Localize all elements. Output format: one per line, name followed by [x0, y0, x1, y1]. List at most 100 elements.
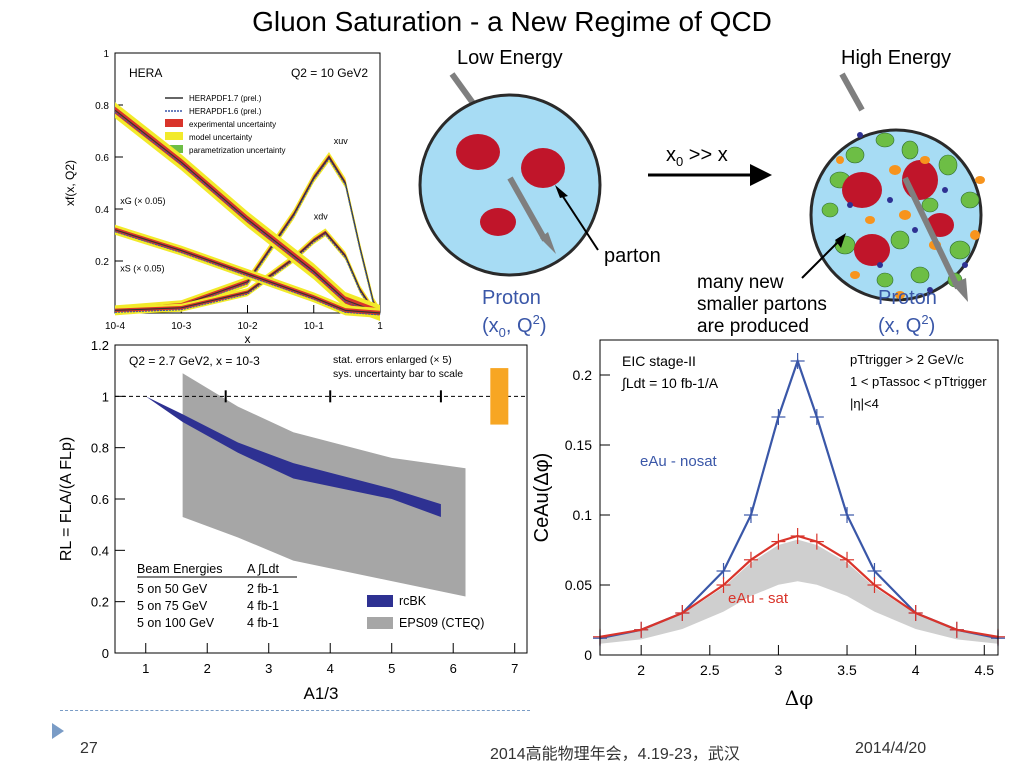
series-label: eAu - sat [728, 590, 789, 607]
experimental-uncertainty-band [115, 154, 380, 316]
y-tick-label: 0.2 [91, 595, 109, 610]
table-cell: 5 on 75 GeV [137, 599, 208, 613]
saturation-schematic: Low Energy parton Proton (x0, Q2) x0 >> … [400, 40, 1000, 340]
page-title: Gluon Saturation - a New Regime of QCD [252, 6, 772, 37]
y-axis-label: RL = FLA/(A FLp) [58, 437, 75, 561]
parton [521, 148, 565, 188]
parton [854, 234, 890, 266]
proton-low-label: Proton [482, 287, 541, 309]
legend-swatch [367, 617, 393, 629]
x-tick-label: 7 [511, 661, 518, 676]
plot-frame [599, 339, 999, 656]
model-uncertainty-band [115, 224, 380, 318]
small-parton [927, 287, 933, 293]
chart-note: stat. errors enlarged (× 5) [333, 354, 452, 366]
legend-entry: HERAPDF1.7 (prel.) [189, 94, 262, 103]
new-partons-line3: are produced [697, 316, 809, 337]
y-tick-label: 0 [584, 647, 592, 663]
arrow-head [540, 232, 556, 254]
table-cell: 5 on 50 GeV [137, 582, 208, 596]
footer-triangle-icon [52, 723, 64, 739]
parton-pointer [559, 191, 599, 251]
series-line [599, 357, 999, 640]
footer-divider [60, 710, 530, 711]
probe-line [902, 176, 961, 290]
chart-annotation: EIC stage-II [622, 353, 696, 369]
series-label: xS (× 0.05) [120, 263, 164, 273]
y-tick-label: 0.6 [91, 492, 109, 507]
new-partons-pointer [801, 239, 841, 279]
gluon [910, 266, 930, 284]
chart-annotation: ∫Ldt = 10 fb-1/A [621, 375, 719, 391]
x-relation-label: x0 >> x [666, 144, 728, 169]
y-tick-label: 1.2 [91, 338, 109, 353]
x-tick-label: 3 [265, 661, 272, 676]
high-energy-label: High Energy [841, 47, 951, 69]
y-tick-label: 0.8 [95, 101, 109, 112]
parton [456, 134, 500, 170]
x-tick-label: 10-2 [237, 321, 257, 332]
low-energy-label: Low Energy [457, 47, 563, 69]
y-tick-label: 0.1 [573, 507, 593, 523]
x-axis-label: x [245, 332, 251, 343]
small-parton [887, 197, 893, 203]
experimental-uncertainty-band [115, 106, 380, 317]
parton [480, 208, 516, 236]
x-axis-label: A1/3 [304, 684, 339, 703]
gluon [890, 230, 910, 250]
series-line [114, 109, 381, 314]
series-line [114, 231, 381, 314]
x-tick-label: 4.5 [975, 662, 995, 678]
series-line-alt [114, 111, 381, 316]
legend-entry: HERAPDF1.6 (prel.) [189, 107, 262, 116]
page-number: 27 [80, 740, 98, 757]
x-tick-label: 3 [775, 662, 783, 678]
probe-line [507, 176, 548, 242]
small-parton [847, 202, 853, 208]
model-uncertainty-band [115, 102, 380, 321]
new-partons-line1: many new [697, 272, 784, 293]
x-tick-label: 2.5 [700, 662, 720, 678]
small-parton [962, 262, 968, 268]
rl-ratio-chart: 1 2 3 4 5 6 7 0 0.2 0.4 0.6 0.8 1 1.2 A1/3 RL = FLA/(A … [55, 335, 535, 707]
table-header: A ∫Ldt [247, 562, 279, 576]
y-tick-label: 1 [102, 389, 109, 404]
correlation-chart: 2 2.5 3 3.5 4 4.5 0 0.05 0.1 0.15 0.2 Δφ CeAu(Δφ) EIC… [528, 330, 1008, 710]
sea-quark [889, 165, 901, 175]
legend-entry: rcBK [399, 594, 427, 608]
y-tick-label: 0 [102, 646, 109, 661]
gluon [949, 240, 971, 260]
series-label: xG (× 0.05) [120, 196, 165, 206]
legend-entry: experimental uncertainty [189, 120, 276, 129]
y-tick-label: 1 [103, 49, 109, 60]
proton-high-energy [809, 128, 983, 302]
gluon [845, 146, 865, 164]
small-parton [912, 227, 918, 233]
series-line-alt [114, 231, 381, 316]
table-cell: 5 on 100 GeV [137, 616, 215, 630]
x-tick-label: 6 [450, 661, 457, 676]
x-tick-label: 4 [327, 661, 334, 676]
sat-band [600, 539, 998, 644]
x-tick-label: 1 [142, 661, 149, 676]
chart-annotation: Q2 = 10 GeV2 [291, 66, 368, 80]
new-partons-line2: smaller partons [697, 294, 827, 315]
table-cell: 4 fb-1 [247, 599, 279, 613]
x-tick-label: 2 [204, 661, 211, 676]
x-tick-label: 4 [912, 662, 920, 678]
rcbk-band [145, 396, 441, 517]
sys-uncertainty-bar [490, 368, 509, 425]
gluon [876, 272, 894, 288]
table-cell: 4 fb-1 [247, 616, 279, 630]
series-label: xdv [314, 211, 329, 221]
legend-entry: EPS09 (CTEQ) [399, 616, 484, 630]
y-tick-label: 0.2 [95, 257, 109, 268]
sea-quark [970, 230, 980, 240]
probe-line [839, 72, 865, 112]
legend-entry: parametrization uncertainty [189, 146, 286, 155]
gluon [938, 154, 958, 176]
table-cell: 2 fb-1 [247, 582, 279, 596]
y-axis-label: CeAu(Δφ) [531, 453, 553, 543]
parton-label: parton [604, 245, 661, 267]
y-tick-label: 0.2 [573, 367, 593, 383]
